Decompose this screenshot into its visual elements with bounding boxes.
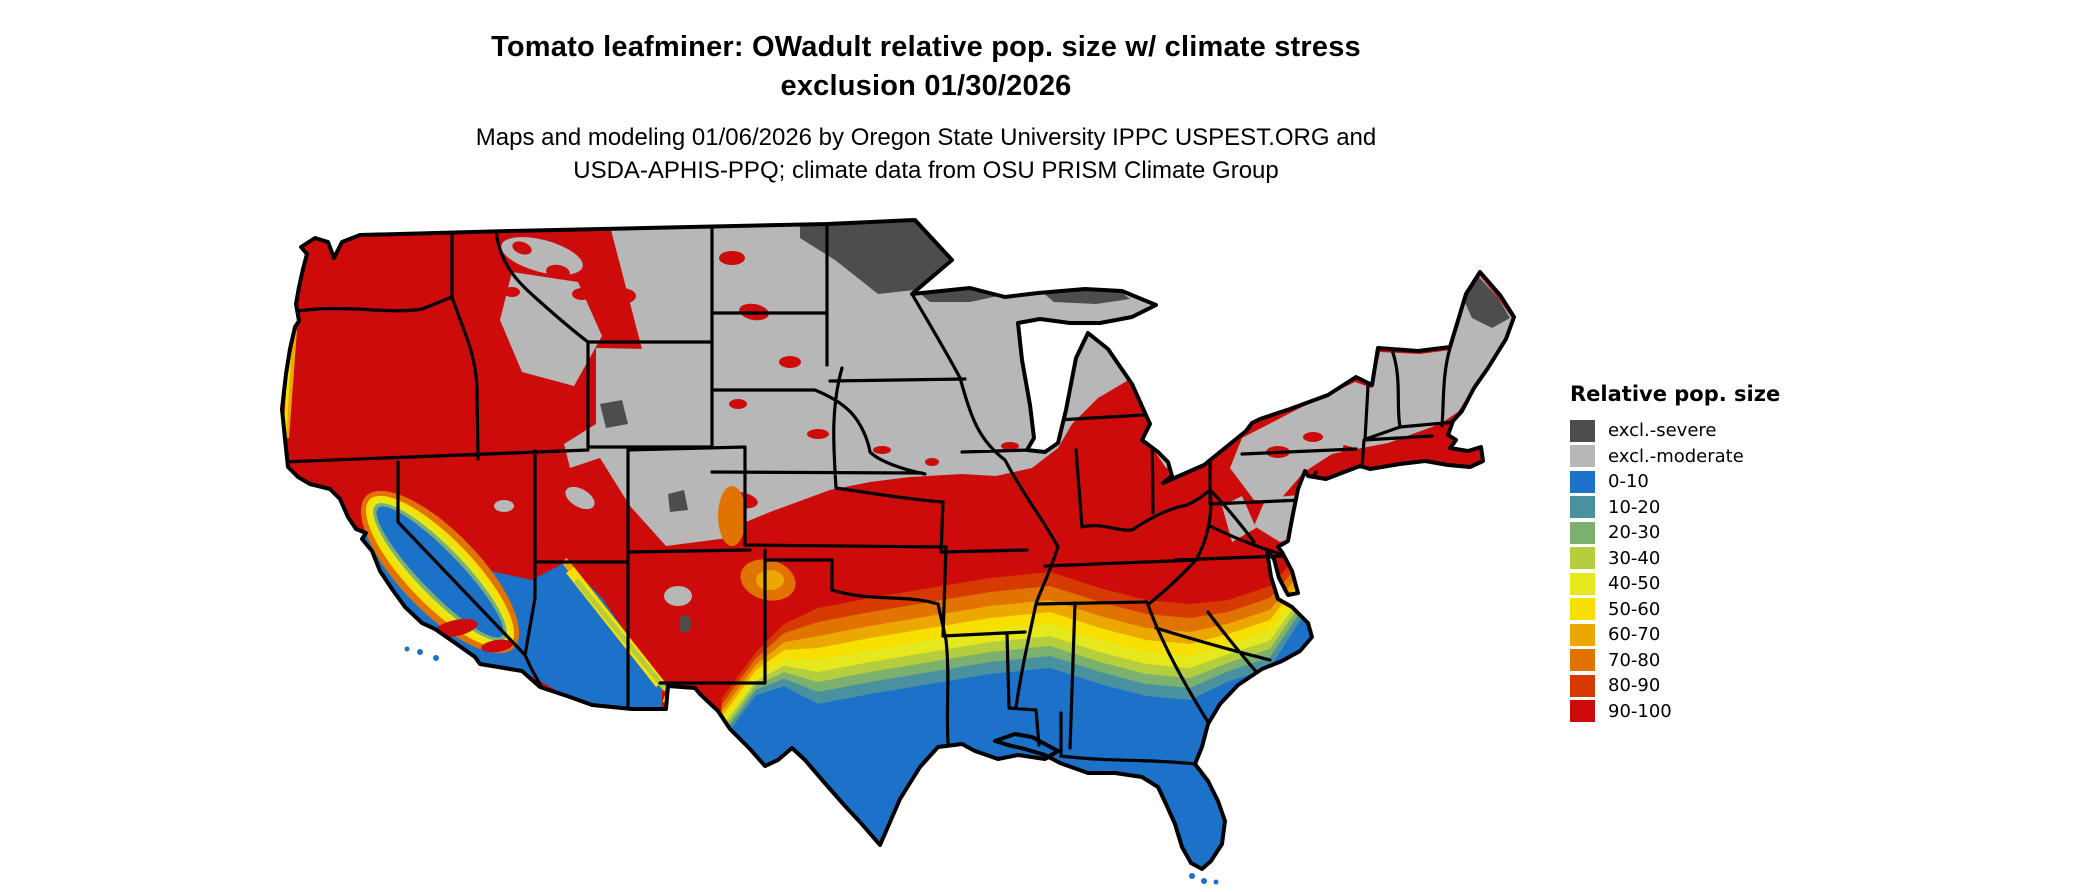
legend-label: 90-100: [1608, 700, 1672, 722]
speckle-p90_100: [593, 309, 611, 319]
gray-northeast: [1230, 276, 1512, 502]
legend-item: 70-80: [1570, 648, 1870, 674]
raster-socal-mtns-red2: [481, 639, 513, 653]
legend-swatch-p90_100: [1570, 700, 1595, 723]
legend-item: 0-10: [1570, 469, 1870, 495]
legend-label: 40-50: [1608, 573, 1661, 595]
gray-idaho-mountains: [500, 272, 602, 386]
legend-item: excl.-severe: [1570, 418, 1870, 444]
legend-swatch-p60_70: [1570, 623, 1595, 646]
legend-label: excl.-moderate: [1608, 445, 1744, 467]
legend-label: 70-80: [1608, 649, 1661, 671]
legend-item: 90-100: [1570, 699, 1870, 725]
valley-core-blue: [376, 506, 504, 638]
legend: Relative pop. size excl.-severe excl.-mod…: [1570, 382, 1870, 724]
us-map-container: [270, 200, 1550, 892]
legend-swatch-p40_50: [1570, 572, 1595, 595]
map-subtitle: Maps and modeling 01/06/2026 by Oregon S…: [270, 121, 1582, 187]
legend-swatch-p80_90: [1570, 674, 1595, 697]
legend-item: 50-60: [1570, 597, 1870, 623]
legend-swatch-p0_10: [1570, 470, 1595, 493]
legend-swatch-p50_60: [1570, 598, 1595, 621]
legend-title: Relative pop. size: [1570, 382, 1781, 406]
legend-swatch-excl_moderate: [1570, 445, 1595, 468]
speckle-p90_100: [1303, 432, 1323, 442]
dark-wyoming-core: [600, 400, 628, 428]
speckle-p90_100: [572, 288, 592, 300]
speckle-p90_100: [1001, 442, 1019, 450]
legend-item: 60-70: [1570, 622, 1870, 648]
map-subtitle-line1: Maps and modeling 01/06/2026 by Oregon S…: [475, 124, 1377, 151]
speckle-p90_100: [925, 458, 939, 466]
legend-swatch-p30_40: [1570, 547, 1595, 570]
speckle-p90_100: [719, 251, 745, 265]
florida-keys-dot: [1189, 873, 1195, 879]
state-borders: [282, 224, 1457, 766]
map-title-line1: Tomato leafminer: OWadult relative pop. …: [491, 31, 1361, 63]
legend-item: 40-50: [1570, 571, 1870, 597]
legend-label: 80-90: [1608, 675, 1661, 697]
dark-colorado-core: [668, 490, 688, 512]
legend-label: 20-30: [1608, 522, 1661, 544]
legend-swatch-p10_20: [1570, 496, 1595, 519]
raster-nm-border-green: [667, 704, 719, 730]
dark-new-mexico-peak: [679, 615, 691, 633]
channel-island-dot: [417, 649, 423, 655]
map-title: Tomato leafminer: OWadult relative pop. …: [270, 28, 1582, 106]
florida-keys-dot: [1201, 878, 1207, 884]
florida-keys-dot: [1213, 879, 1219, 885]
raster-az-transition-green: [574, 578, 668, 692]
gray-northern-plains-midwest: [610, 220, 1178, 534]
channel-island-dot: [404, 646, 410, 652]
channel-island-dot: [433, 655, 439, 661]
speckle-p90_100: [729, 399, 747, 409]
raster-central-valley: [360, 490, 520, 654]
speckle-excl_moderate: [664, 586, 692, 606]
legend-item: 20-30: [1570, 520, 1870, 546]
speckle-excl_moderate: [565, 486, 595, 510]
legend-label: excl.-severe: [1608, 420, 1717, 442]
gray-west-virginia-highlands: [1222, 496, 1256, 542]
map-subtitle-line2: USDA-APHIS-PPQ; climate data from OSU PR…: [573, 157, 1279, 184]
speckle-p90_100: [779, 356, 801, 368]
raster-socal-mtns-red1: [434, 618, 478, 638]
legend-label: 60-70: [1608, 624, 1661, 646]
legend-label: 50-60: [1608, 598, 1661, 620]
speckle-p60_70: [756, 570, 784, 590]
legend-label: 10-20: [1608, 496, 1661, 518]
offshore-islands: [404, 646, 1219, 885]
us-map: [280, 218, 1516, 885]
speckle-p90_100: [1331, 483, 1349, 493]
dark-north-maine: [1462, 276, 1510, 328]
speckle-p90_100: [608, 288, 636, 304]
map-title-line2: exclusion 01/30/2026: [780, 70, 1072, 102]
dark-north-minnesota: [800, 220, 951, 294]
raster-southwest-region: [283, 329, 724, 730]
raster-texture-speckles: [494, 241, 1349, 606]
legend-item: 10-20: [1570, 495, 1870, 521]
legend-rows: excl.-severe excl.-moderate 0-10 10-20 20-30…: [1570, 418, 1870, 724]
speckle-p90_100: [873, 446, 891, 454]
speckle-p90_100: [512, 241, 532, 255]
legend-swatch-p20_30: [1570, 521, 1595, 544]
legend-item: excl.-moderate: [1570, 444, 1870, 470]
legend-swatch-excl_severe: [1570, 419, 1595, 442]
speckle-p90_100: [807, 429, 829, 439]
speckle-p70_80: [718, 486, 746, 546]
legend-item: 30-40: [1570, 546, 1870, 572]
legend-label: 30-40: [1608, 547, 1661, 569]
legend-item: 80-90: [1570, 673, 1870, 699]
speckle-p90_100: [504, 287, 520, 297]
legend-label: 0-10: [1608, 471, 1649, 493]
raster-or-coast-amber: [283, 329, 297, 439]
speckle-excl_moderate: [494, 500, 514, 512]
speckle-p90_100: [546, 264, 570, 280]
legend-swatch-p70_80: [1570, 649, 1595, 672]
